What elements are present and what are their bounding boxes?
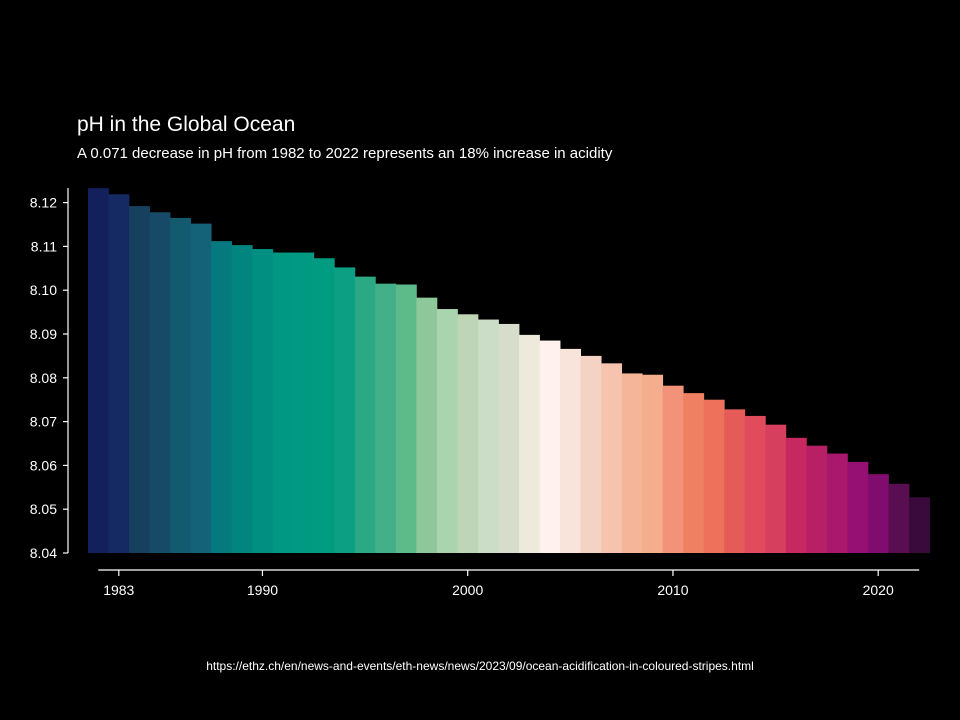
y-tick-label: 8.11 [31, 238, 57, 254]
bar-1991 [272, 252, 294, 553]
bar-2016 [785, 437, 807, 553]
bar-1997 [395, 284, 417, 553]
bar-1992 [293, 252, 315, 553]
bar-1995 [354, 276, 376, 553]
bar-1994 [334, 267, 356, 553]
bars-layer [88, 188, 930, 554]
bar-2001 [477, 319, 499, 553]
bar-1983 [108, 194, 130, 553]
x-tick-label: 2020 [863, 582, 894, 598]
bar-2010 [662, 385, 684, 553]
source-url: https://ethz.ch/en/news-and-events/eth-n… [206, 659, 754, 673]
x-axis-ticks: 1983 1990 2000 2010 2020 [103, 570, 894, 598]
y-tick-label: 8.04 [30, 545, 57, 561]
y-tick-label: 8.07 [30, 414, 57, 430]
bar-2007 [601, 363, 623, 553]
bar-2013 [724, 409, 746, 553]
y-tick-label: 8.10 [30, 282, 57, 298]
y-tick-label: 8.05 [30, 501, 57, 517]
x-tick-label: 1990 [247, 582, 278, 598]
bar-1982 [88, 188, 109, 553]
bar-1998 [416, 297, 438, 553]
bar-2004 [539, 340, 561, 553]
bar-2011 [683, 393, 705, 553]
bar-2012 [703, 399, 725, 553]
x-tick-label: 2000 [452, 582, 483, 598]
chart-subtitle: A 0.071 decrease in pH from 1982 to 2022… [77, 145, 613, 162]
bar-2000 [457, 314, 479, 553]
y-tick-label: 8.08 [30, 370, 57, 386]
bar-2008 [621, 373, 643, 553]
bar-2002 [498, 323, 520, 553]
bar-1987 [190, 223, 212, 553]
bar-1985 [149, 212, 171, 554]
bar-1989 [231, 245, 253, 553]
x-tick-label: 1983 [103, 582, 134, 598]
y-tick-label: 8.09 [30, 326, 57, 342]
bar-2014 [744, 415, 766, 553]
bar-1986 [170, 217, 192, 553]
bar-1999 [436, 309, 458, 553]
bar-1990 [252, 249, 274, 553]
chart-title: pH in the Global Ocean [77, 113, 296, 136]
bar-1984 [129, 206, 150, 553]
bar-2003 [519, 334, 540, 553]
bar-2017 [806, 445, 828, 553]
bar-1996 [375, 283, 397, 553]
y-axis-ticks: 8.04 8.05 8.06 8.07 8.08 8.09 8.10 8.11 8.12 [30, 195, 68, 561]
bar-1993 [313, 258, 335, 553]
bar-2009 [642, 374, 664, 553]
bar-2021 [888, 483, 910, 553]
bar-2019 [847, 461, 869, 553]
x-tick-label: 2010 [657, 582, 688, 598]
y-tick-label: 8.06 [30, 457, 57, 473]
bar-1988 [211, 241, 233, 553]
bar-2005 [560, 348, 581, 553]
bar-2020 [867, 474, 889, 553]
bar-2018 [826, 453, 848, 553]
bar-2006 [580, 355, 602, 553]
bar-2015 [765, 424, 787, 553]
bar-2022 [908, 497, 930, 553]
y-tick-label: 8.12 [30, 195, 57, 211]
